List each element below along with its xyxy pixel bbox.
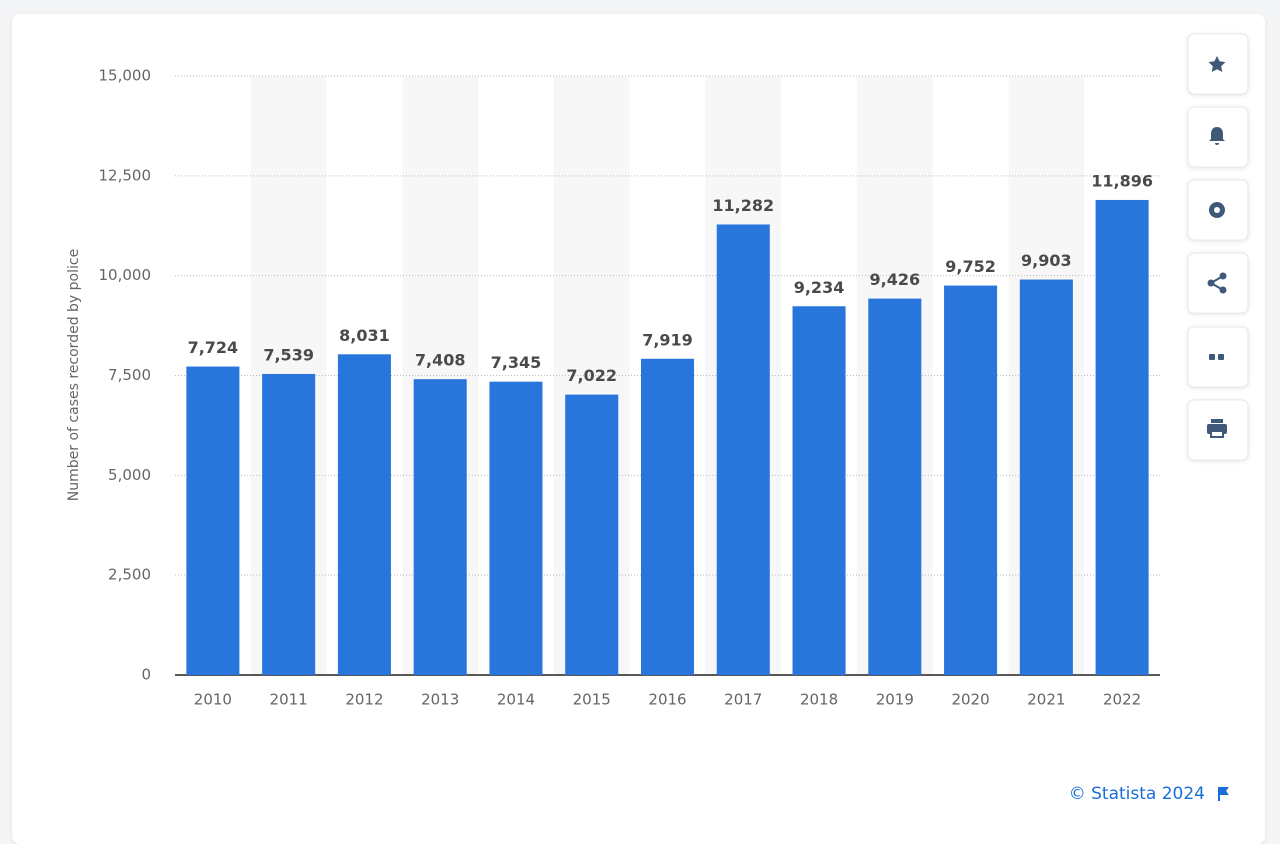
flag-icon[interactable] [1218, 787, 1229, 801]
x-tick-label: 2012 [345, 691, 383, 709]
bar [1095, 199, 1149, 675]
toolbar [1187, 33, 1249, 461]
value-label: 8,031 [339, 326, 390, 345]
bar [640, 358, 695, 675]
y-tick-label: 5,000 [108, 466, 151, 484]
alert-button[interactable] [1187, 106, 1249, 168]
value-label: 9,903 [1021, 251, 1072, 270]
bar [337, 354, 391, 675]
print-button[interactable] [1187, 399, 1249, 461]
value-label: 9,426 [870, 270, 921, 289]
value-label: 7,919 [642, 330, 693, 349]
bar [565, 394, 619, 675]
x-tick-label: 2010 [194, 691, 232, 709]
source-credit[interactable]: © Statista 2024 [1069, 784, 1205, 804]
y-tick-label: 12,500 [99, 166, 152, 184]
settings-button[interactable] [1187, 179, 1249, 241]
value-label: 7,408 [415, 351, 466, 370]
bar [716, 224, 770, 675]
value-label: 7,022 [566, 366, 617, 385]
value-label: 9,752 [945, 257, 996, 276]
x-tick-label: 2020 [951, 691, 989, 709]
bar [262, 373, 316, 675]
bar [489, 381, 543, 675]
value-label: 7,345 [491, 353, 542, 372]
bar [868, 298, 922, 675]
y-tick-label: 10,000 [99, 266, 152, 284]
y-tick-label: 0 [141, 666, 151, 684]
value-label: 9,234 [794, 278, 845, 297]
y-tick-label: 15,000 [99, 67, 152, 85]
value-label: 7,724 [188, 338, 239, 357]
bar [944, 285, 998, 675]
x-tick-label: 2014 [497, 691, 535, 709]
x-tick-label: 2019 [876, 691, 914, 709]
bar [1019, 279, 1073, 675]
x-tick-label: 2015 [573, 691, 611, 709]
x-tick-label: 2017 [724, 691, 762, 709]
bar [186, 366, 240, 675]
cite-button[interactable] [1187, 326, 1249, 388]
x-tick-label: 2022 [1103, 691, 1141, 709]
bar [413, 379, 467, 675]
page: Number of cases recorded by police © Sta… [12, 14, 1265, 844]
bar [792, 306, 846, 675]
x-tick-label: 2016 [648, 691, 686, 709]
chart: Number of cases recorded by police © Sta… [66, 33, 1249, 804]
x-tick-label: 2018 [800, 691, 838, 709]
favorite-button[interactable] [1187, 33, 1249, 95]
value-label: 11,282 [712, 196, 774, 215]
y-tick-label: 7,500 [108, 366, 151, 384]
x-tick-label: 2011 [270, 691, 308, 709]
x-tick-label: 2021 [1027, 691, 1065, 709]
y-tick-label: 2,500 [108, 566, 151, 584]
value-label: 11,896 [1091, 171, 1153, 190]
share-button[interactable] [1187, 252, 1249, 314]
value-label: 7,539 [263, 345, 314, 364]
y-axis-label: Number of cases recorded by police [66, 249, 82, 501]
x-tick-label: 2013 [421, 691, 459, 709]
